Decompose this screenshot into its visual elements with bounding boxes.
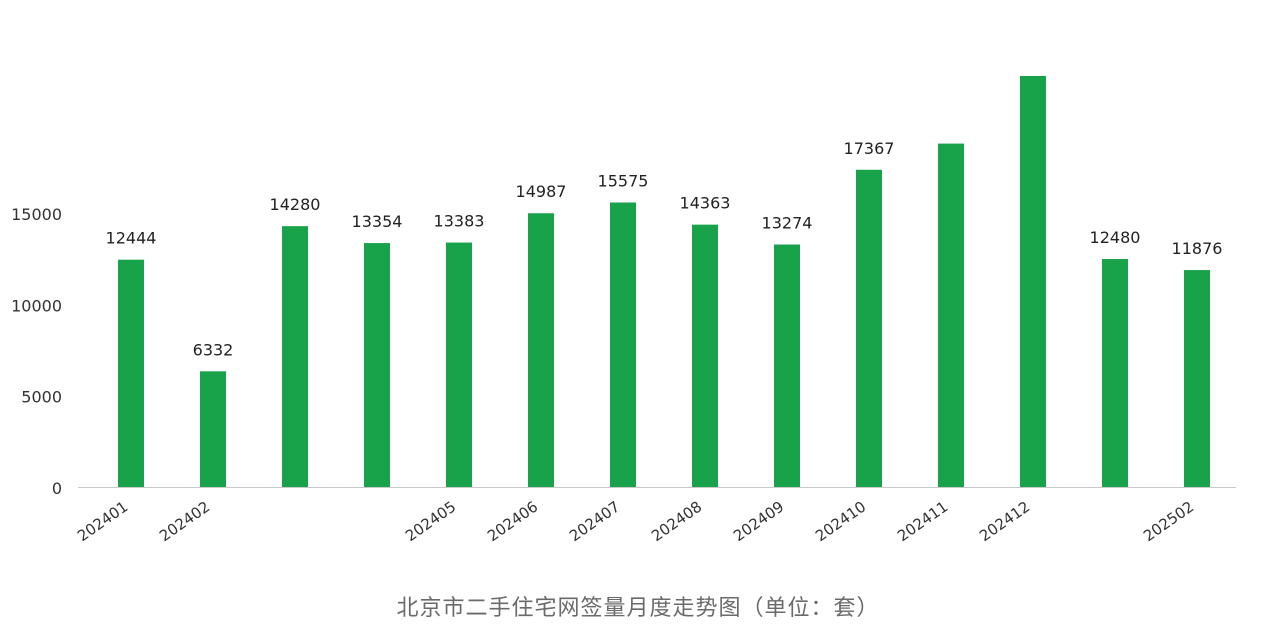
- bar: [200, 371, 226, 487]
- data-label: 14363: [680, 194, 731, 213]
- x-tick-label: 202402: [156, 498, 213, 546]
- x-tick-label: 202411: [894, 498, 951, 546]
- bar: [938, 143, 964, 487]
- bar: [774, 244, 800, 487]
- x-tick-label: 202410: [812, 498, 869, 546]
- bar: [364, 243, 390, 487]
- x-tick-label: 202407: [566, 498, 623, 546]
- data-label: 11876: [1172, 239, 1223, 258]
- data-label: 13274: [762, 214, 813, 233]
- data-label: 12444: [106, 229, 157, 248]
- bar: [1184, 270, 1210, 487]
- data-label: 14280: [270, 195, 321, 214]
- x-tick-label: 202408: [648, 498, 705, 546]
- x-tick-label: 202502: [1140, 498, 1197, 546]
- bar: [282, 226, 308, 488]
- data-label: 17367: [844, 139, 895, 158]
- chart-title: 北京市二手住宅网签量月度走势图（单位：套）: [396, 596, 880, 621]
- bar: [1102, 259, 1128, 487]
- bar: [446, 242, 472, 487]
- data-label: 13354: [352, 212, 403, 231]
- bar: [118, 259, 144, 487]
- data-label: 15575: [598, 171, 649, 190]
- data-label: 13383: [434, 212, 485, 231]
- bar: [856, 169, 882, 487]
- y-tick-label: 5000: [21, 388, 62, 407]
- data-label: 14987: [516, 182, 567, 201]
- y-tick-label: 0: [52, 479, 62, 498]
- data-label: 12480: [1090, 228, 1141, 247]
- x-tick-label: 202405: [402, 498, 459, 546]
- x-tick-label: 202412: [976, 498, 1033, 546]
- y-tick-label: 10000: [11, 296, 62, 315]
- data-label: 6332: [193, 340, 234, 359]
- x-tick-label: 202401: [74, 498, 131, 546]
- y-tick-label: 15000: [11, 205, 62, 224]
- bar: [610, 202, 636, 487]
- bar: [1020, 76, 1046, 487]
- bar: [692, 224, 718, 487]
- bar: [528, 213, 554, 487]
- x-tick-label: 202409: [730, 498, 787, 546]
- x-tick-label: 202406: [484, 498, 541, 546]
